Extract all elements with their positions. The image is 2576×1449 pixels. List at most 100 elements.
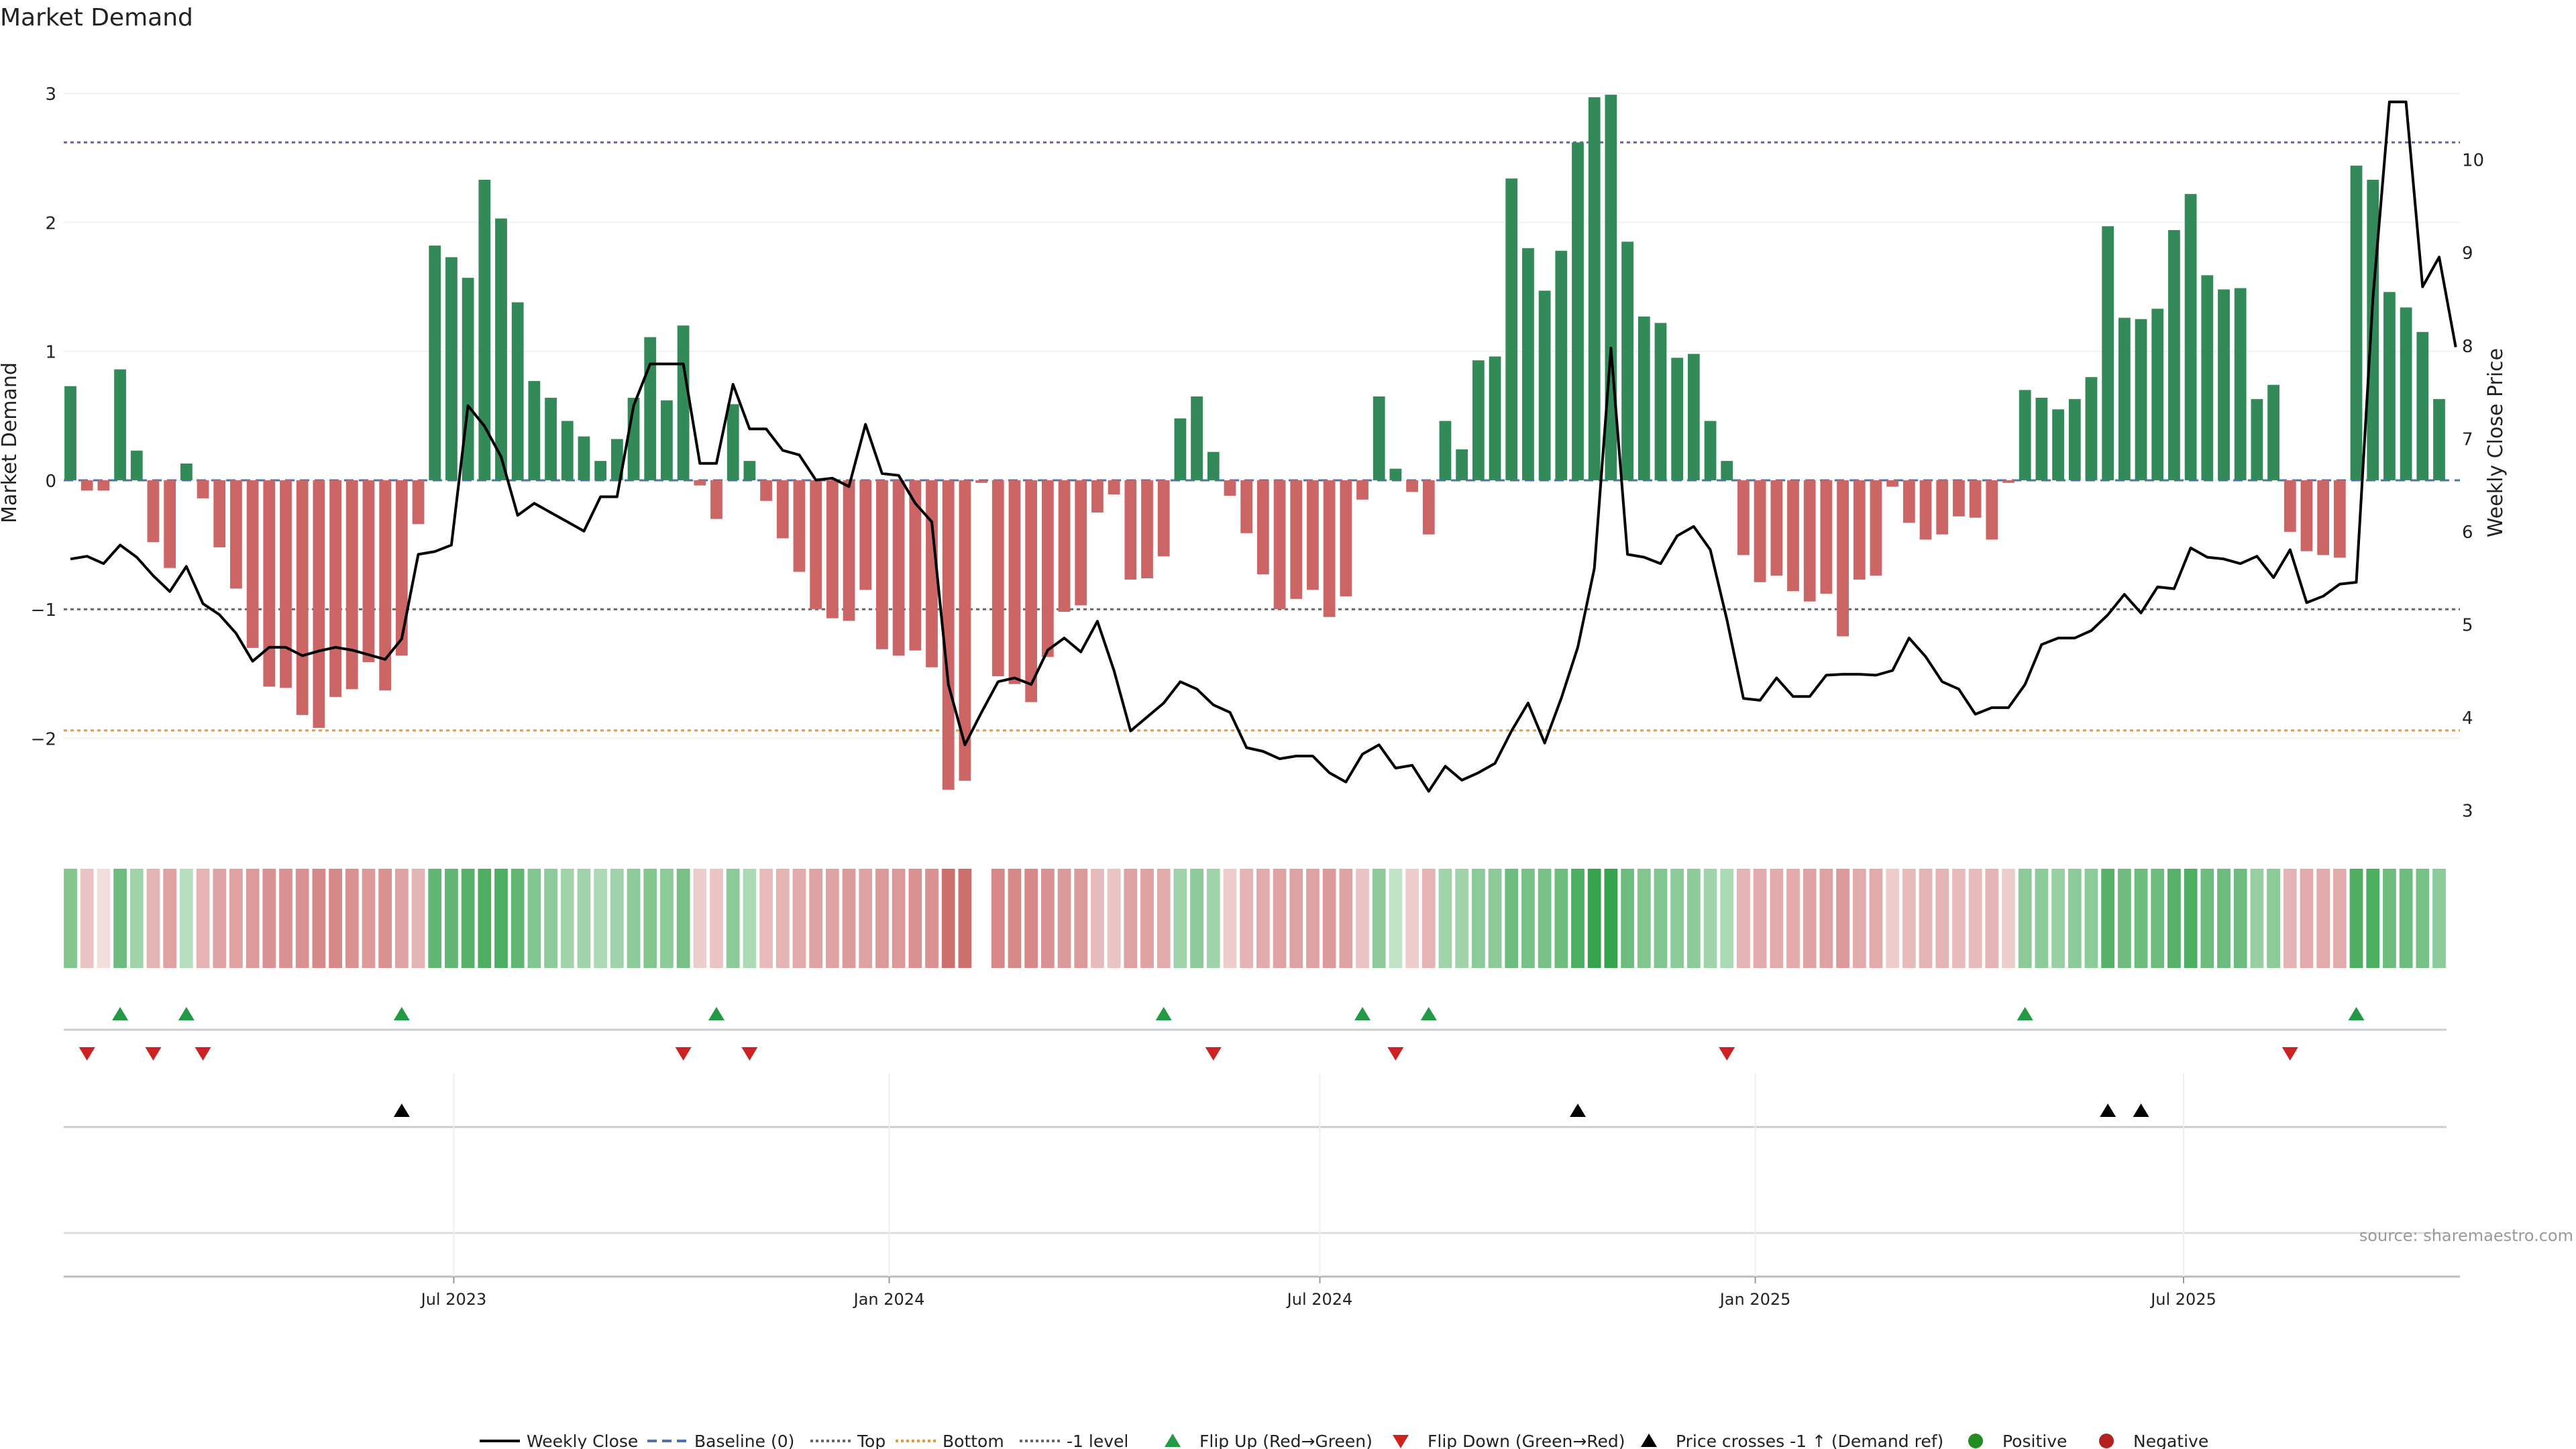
heat-cell [2134,869,2148,968]
flip-down-marker [145,1047,162,1061]
legend-label: Baseline (0) [694,1432,794,1449]
demand-bar [876,480,888,649]
flip-up-marker [2017,1007,2033,1020]
legend-label: Price crosses -1 ↑ (Demand ref) [1676,1432,1943,1449]
flip-up-marker [178,1007,195,1020]
heat-cell [1240,869,1254,968]
heat-cell [560,869,574,968]
left-tick-label: 0 [45,472,56,492]
date-axis: Jul 2023 Jan 2024 Jul 2024 Jan 2025 Jul 2025 [64,1073,2460,1309]
right-tick-label: 8 [2462,337,2473,357]
heat-cell [213,869,227,968]
heat-cell [1869,869,1883,968]
cross-markers [393,1104,2149,1117]
heat-cell [1554,869,1568,968]
source-label: source: sharemaestro.com [2359,1226,2573,1245]
demand-bar [1373,396,1385,480]
heat-cell [146,869,160,968]
heat-cell [859,869,873,968]
flip-up-marker [1155,1007,1172,1020]
left-tick-label: −2 [31,729,56,749]
heat-cell [345,869,359,968]
demand-bar [710,480,722,519]
demand-bar [97,480,110,491]
demand-bar [561,421,574,480]
heat-cell [1952,869,1966,968]
demand-bar [1522,248,1534,480]
demand-bar [1323,480,1336,617]
demand-bar [1820,480,1833,594]
heat-cell [1686,869,1701,968]
heat-cell [428,869,442,968]
demand-bar [478,180,491,480]
heat-cell [1372,869,1386,968]
heat-cell [2399,869,2413,968]
heat-cell [2416,869,2430,968]
demand-bar [246,480,259,648]
legend: Weekly Close Baseline (0) Top Bottom -1 leve… [480,1432,2208,1449]
demand-bar [2300,480,2313,551]
heat-cell [1803,869,1817,968]
heat-cell [1306,869,1320,968]
heat-cell [1124,869,1138,968]
heat-cell [1024,869,1038,968]
demand-bar [1256,480,1269,575]
demand-bar [147,480,160,543]
right-tick-label: 6 [2462,523,2473,543]
heat-cell [1322,869,1336,968]
heat-cell [676,869,690,968]
demand-bar [511,302,524,480]
left-axis-label: Market Demand [0,362,21,523]
heat-cell [163,869,177,968]
heat-cell [1571,869,1585,968]
heat-cell [627,869,641,968]
heat-cell [1008,869,1022,968]
flip-up-marker [1420,1007,1437,1020]
demand-bar [1207,451,1220,480]
heat-cell [2383,869,2396,968]
cross-up-marker [393,1104,410,1117]
right-axis-label: Weekly Close Price [2484,348,2508,537]
demand-bar [1356,480,1368,500]
demand-bar [1340,480,1352,596]
demand-bar [395,480,408,656]
flip-down-marker [1387,1047,1404,1061]
demand-bar [959,480,971,781]
heat-cell [2101,869,2115,968]
heat-cell [1140,869,1154,968]
weekly-close-series [70,100,2457,793]
heat-cell [2250,869,2264,968]
heat-cell [842,869,856,968]
right-tick-label: 5 [2462,615,2473,635]
demand-bar [1986,480,1998,540]
demand-bar [2135,319,2147,480]
demand-bar [1555,250,1568,480]
heat-cell [1256,869,1270,968]
heat-cell [229,869,243,968]
demand-bar [1969,480,1982,518]
demand-bar [776,480,789,539]
heat-cell [411,869,425,968]
heat-cell [2068,869,2082,968]
demand-bar [362,480,375,663]
demand-bar [1273,480,1286,610]
demand-bar [1157,480,1170,557]
demand-bar [1075,480,1087,606]
heat-cell [693,869,707,968]
heat-cell [378,869,392,968]
heat-cell [97,869,111,968]
heat-cell [362,869,376,968]
demand-bar [677,325,690,480]
heat-cell [610,869,624,968]
demand-bar [1605,95,1617,480]
heat-cell [1438,869,1452,968]
heat-cell [1720,869,1734,968]
legend-triangle-up-swatch [1165,1434,1181,1447]
heat-cell [179,869,193,968]
demand-bar [1737,480,1750,555]
demand-bar [991,480,1004,677]
demand-bar [2068,398,2081,480]
heat-cell [1637,869,1651,968]
demand-bar [2184,194,2197,480]
demand-bar [1953,480,1965,517]
